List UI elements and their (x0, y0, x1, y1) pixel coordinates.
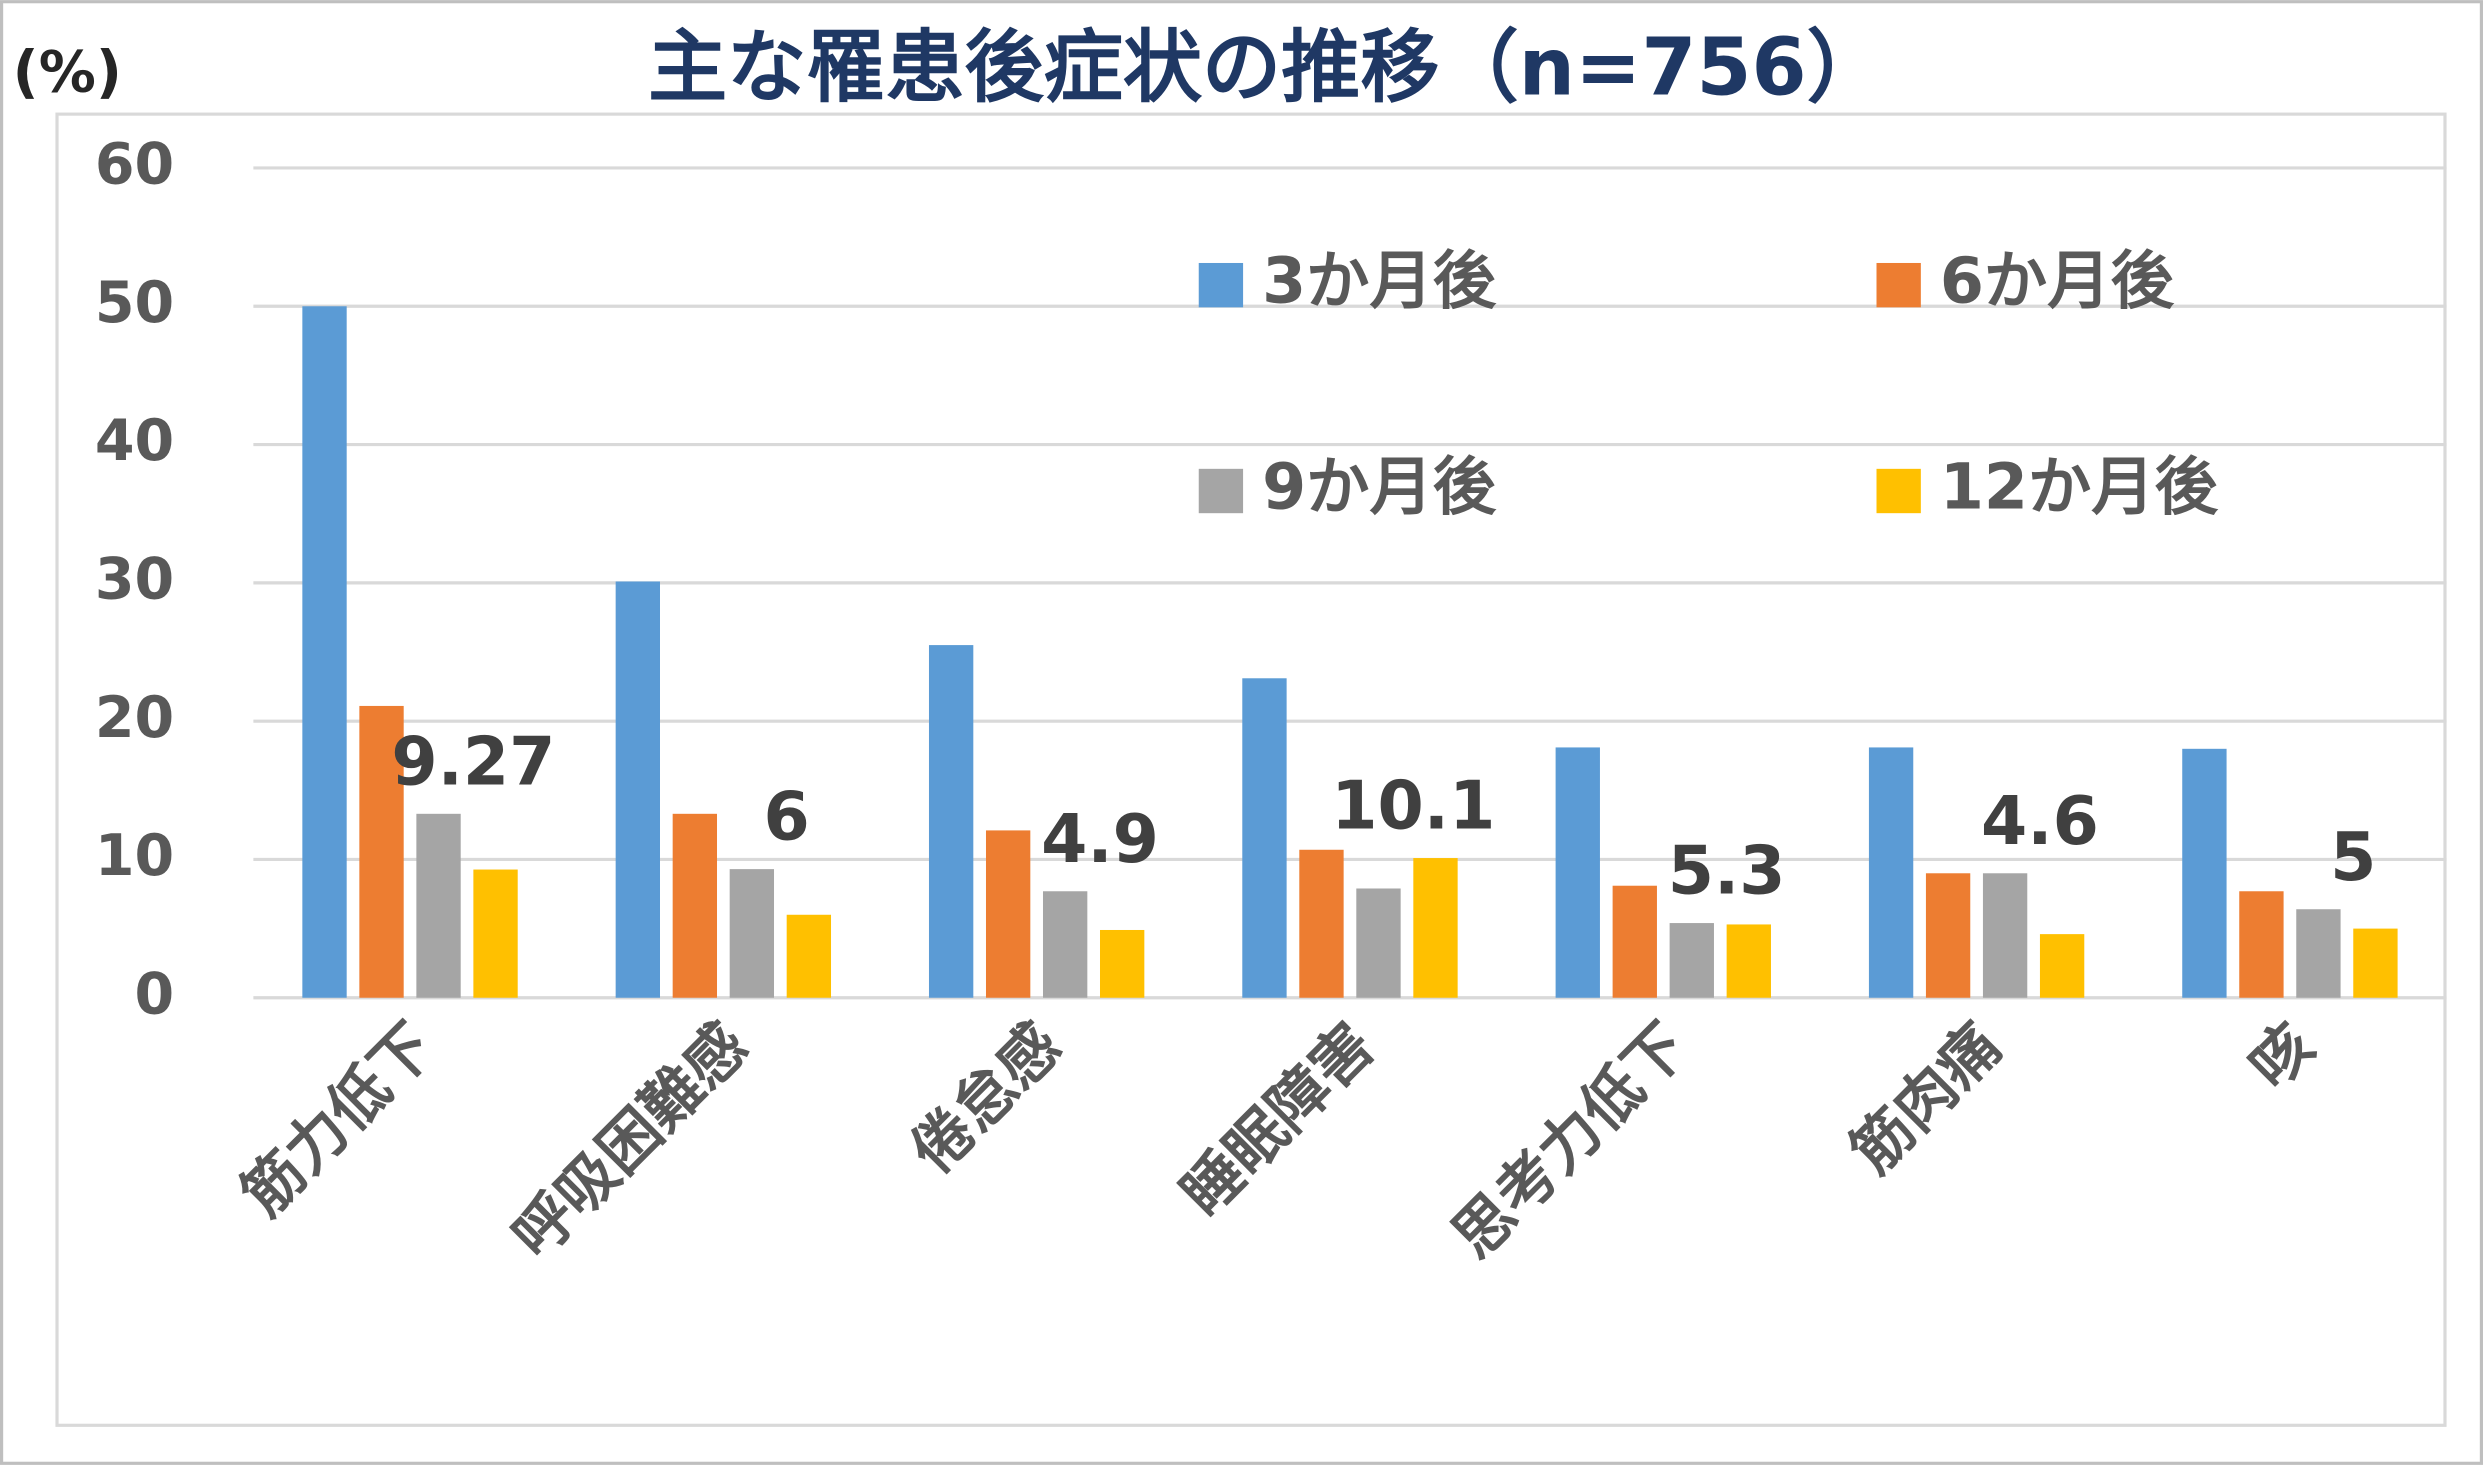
data-label: 10.1 (1331, 767, 1495, 845)
y-axis-label: (%) (13, 40, 122, 106)
bar (1612, 885, 1657, 998)
bar (672, 813, 718, 998)
bar (1042, 891, 1088, 998)
data-label: 6 (764, 778, 810, 856)
legend-swatch (1198, 262, 1244, 308)
bar (928, 645, 974, 998)
bar (2039, 934, 2085, 998)
legend-swatch (1876, 262, 1921, 308)
legend-swatch (1198, 468, 1244, 514)
bar (1925, 873, 1971, 998)
y-tick-label: 60 (95, 132, 174, 198)
legend-label: 12か月後 (1940, 450, 2219, 524)
bar (1242, 678, 1287, 998)
bar (416, 813, 461, 998)
bar (2296, 909, 2341, 998)
bar (729, 869, 775, 998)
bar (359, 705, 404, 998)
chart-title: 主な罹患後症状の推移（n=756） (648, 21, 1886, 113)
data-label: 5 (2330, 818, 2376, 896)
bar (302, 306, 347, 998)
y-tick-label: 30 (95, 546, 174, 612)
y-tick-label: 50 (95, 270, 174, 336)
bar (473, 869, 518, 998)
bar (2353, 928, 2398, 998)
y-tick-label: 40 (95, 408, 174, 474)
bar (1555, 747, 1600, 998)
bar (1982, 873, 2028, 998)
bar (1356, 888, 1401, 998)
bar (2182, 748, 2227, 998)
legend-label: 3か月後 (1262, 244, 1497, 318)
y-tick-label: 10 (95, 823, 174, 889)
y-tick-label: 20 (95, 685, 174, 751)
data-label: 9.27 (391, 722, 555, 800)
data-label: 4.9 (1041, 800, 1159, 878)
bar (786, 914, 832, 998)
legend-label: 6か月後 (1940, 244, 2175, 318)
bar (985, 830, 1031, 998)
bar (1413, 858, 1458, 998)
bar (615, 581, 660, 998)
y-tick-label: 0 (135, 961, 175, 1027)
data-label: 4.6 (1981, 782, 2099, 860)
legend-swatch (1876, 468, 1921, 514)
bar (2239, 891, 2284, 998)
legend-label: 9か月後 (1262, 450, 1497, 524)
bar (1099, 929, 1145, 998)
bar (1868, 747, 1914, 998)
bar (1299, 849, 1344, 998)
bar (1726, 924, 1771, 998)
bar (1669, 923, 1714, 998)
data-label: 5.3 (1668, 832, 1786, 910)
plot-frame (55, 112, 2447, 1427)
